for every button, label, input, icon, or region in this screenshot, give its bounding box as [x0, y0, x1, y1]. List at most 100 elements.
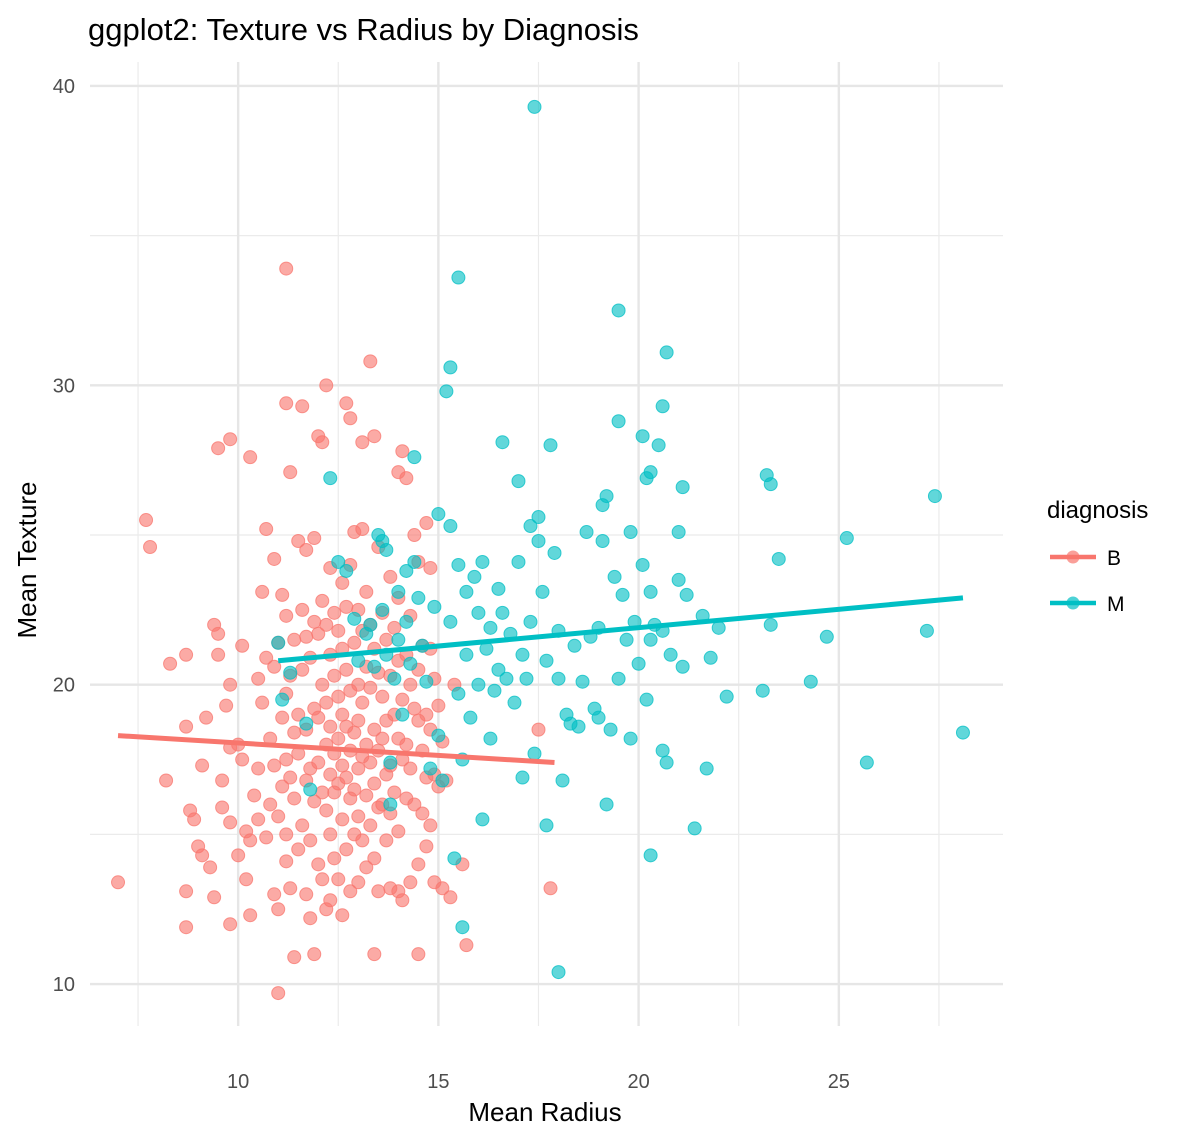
point-m: [755, 683, 770, 698]
point-b: [279, 608, 294, 623]
point-b: [367, 722, 382, 737]
point-b: [399, 737, 414, 752]
x-tick-label: 15: [427, 1071, 449, 1093]
point-m: [483, 731, 498, 746]
point-b: [395, 893, 410, 908]
point-m: [459, 584, 474, 599]
point-m: [623, 525, 638, 540]
point-b: [291, 707, 306, 722]
point-b: [343, 411, 358, 426]
point-m: [467, 569, 482, 584]
point-m: [391, 584, 406, 599]
point-m: [515, 770, 530, 785]
point-m: [375, 602, 390, 617]
point-m: [515, 647, 530, 662]
point-m: [431, 507, 446, 522]
point-m: [635, 557, 650, 572]
point-b: [351, 761, 366, 776]
point-b: [375, 731, 390, 746]
point-m: [551, 965, 566, 980]
point-m: [539, 818, 554, 833]
point-b: [143, 539, 158, 554]
point-b: [371, 884, 386, 899]
point-b: [319, 803, 334, 818]
point-b: [299, 887, 314, 902]
point-m: [527, 99, 542, 114]
point-b: [235, 638, 250, 653]
point-m: [567, 638, 582, 653]
point-b: [295, 818, 310, 833]
point-m: [679, 587, 694, 602]
point-m: [523, 614, 538, 629]
trend-line-b: [117, 733, 555, 766]
point-b: [275, 710, 290, 725]
point-m: [475, 812, 490, 827]
point-m: [711, 620, 726, 635]
point-b: [271, 986, 286, 1001]
point-m: [447, 851, 462, 866]
point-b: [363, 680, 378, 695]
point-b: [219, 698, 234, 713]
point-b: [331, 872, 346, 887]
point-m: [379, 542, 394, 557]
point-m: [491, 662, 506, 677]
point-m: [703, 650, 718, 665]
point-b: [311, 755, 326, 770]
point-m: [471, 605, 486, 620]
point-m: [451, 270, 466, 285]
point-b: [355, 695, 370, 710]
point-m: [387, 671, 402, 686]
point-m: [655, 399, 670, 414]
point-b: [215, 773, 230, 788]
point-m: [919, 623, 934, 638]
point-m: [643, 465, 658, 480]
point-b: [351, 677, 366, 692]
point-b: [323, 719, 338, 734]
point-m: [555, 773, 570, 788]
point-m: [643, 584, 658, 599]
point-b: [411, 857, 426, 872]
point-b: [315, 677, 330, 692]
point-b: [403, 761, 418, 776]
point-b: [391, 824, 406, 839]
point-b: [315, 435, 330, 450]
point-b: [355, 435, 370, 450]
point-b: [347, 725, 362, 740]
legend-item-m: M: [1050, 593, 1125, 616]
point-b: [435, 881, 450, 896]
point-b: [331, 689, 346, 704]
point-m: [651, 438, 666, 453]
point-b: [419, 707, 434, 722]
point-b: [179, 884, 194, 899]
point-m: [839, 531, 854, 546]
point-b: [279, 752, 294, 767]
point-m: [299, 716, 314, 731]
x-tick-label: 10: [227, 1071, 249, 1093]
point-b: [407, 797, 422, 812]
point-b: [223, 677, 238, 692]
point-m: [367, 659, 382, 674]
point-b: [279, 827, 294, 842]
point-m: [539, 653, 554, 668]
point-b: [159, 773, 174, 788]
point-m: [571, 719, 586, 734]
point-b: [251, 671, 266, 686]
point-m: [699, 761, 714, 776]
point-b: [363, 755, 378, 770]
point-m: [271, 635, 286, 650]
point-m: [323, 471, 338, 486]
point-m: [547, 545, 562, 560]
point-b: [355, 833, 370, 848]
point-b: [267, 659, 282, 674]
major-grid: [90, 62, 1003, 1026]
x-axis-ticks: 10 15 20 25: [227, 1071, 850, 1093]
point-b: [283, 465, 298, 480]
point-m: [955, 725, 970, 740]
point-b: [259, 830, 274, 845]
point-b: [223, 815, 238, 830]
point-b: [283, 881, 298, 896]
point-m: [419, 674, 434, 689]
trend-line-m: [277, 595, 964, 664]
point-m: [499, 671, 514, 686]
y-tick-label: 20: [53, 675, 75, 697]
